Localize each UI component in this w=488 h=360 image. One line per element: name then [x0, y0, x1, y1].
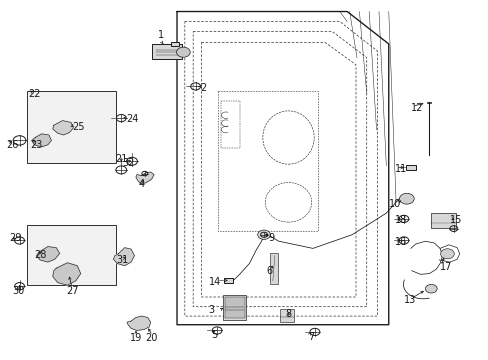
Text: 21: 21 [115, 154, 127, 164]
Polygon shape [53, 263, 81, 285]
Polygon shape [53, 121, 73, 135]
Text: 30: 30 [12, 286, 25, 296]
Text: 18: 18 [394, 215, 407, 225]
Bar [224, 297, 244, 318]
Text: 5: 5 [211, 330, 217, 340]
Text: 8: 8 [285, 309, 291, 319]
Bar [279, 309, 294, 322]
Polygon shape [136, 172, 154, 184]
Bar [223, 295, 246, 320]
Text: 28: 28 [34, 250, 46, 260]
Polygon shape [127, 316, 150, 330]
Text: 19: 19 [129, 333, 142, 343]
Text: 12: 12 [410, 103, 422, 113]
Bar [152, 44, 182, 59]
Bar [269, 253, 277, 284]
Text: 16: 16 [394, 237, 407, 247]
Text: 25: 25 [72, 122, 85, 132]
Text: 32: 32 [122, 158, 134, 168]
Text: 7: 7 [307, 332, 314, 342]
Text: 31: 31 [116, 255, 128, 265]
Text: 27: 27 [66, 286, 79, 296]
Text: 3: 3 [207, 305, 214, 315]
Bar [224, 278, 233, 283]
Bar [405, 165, 415, 170]
Text: 10: 10 [388, 199, 401, 210]
Text: 9: 9 [267, 233, 274, 243]
Text: 24: 24 [126, 114, 138, 124]
Polygon shape [32, 134, 51, 147]
Text: 6: 6 [265, 266, 271, 276]
Text: 22: 22 [28, 89, 41, 99]
Polygon shape [113, 248, 134, 266]
Text: 4: 4 [139, 179, 144, 189]
Bar [27, 91, 116, 163]
Circle shape [257, 230, 270, 239]
Text: 13: 13 [403, 294, 415, 305]
Text: 14: 14 [208, 276, 221, 287]
Bar [27, 225, 116, 285]
Circle shape [425, 284, 436, 293]
Text: 17: 17 [439, 262, 451, 272]
Text: 26: 26 [6, 140, 18, 150]
Text: 29: 29 [9, 233, 21, 243]
Polygon shape [37, 247, 60, 262]
Bar [430, 213, 455, 228]
Text: 15: 15 [449, 215, 461, 225]
Text: 11: 11 [394, 164, 407, 174]
Bar [170, 42, 179, 46]
Circle shape [176, 47, 190, 57]
Text: 2: 2 [200, 83, 206, 93]
Text: 20: 20 [145, 333, 158, 343]
Circle shape [440, 249, 453, 259]
Circle shape [399, 193, 413, 204]
Text: 1: 1 [158, 30, 164, 40]
Text: 23: 23 [30, 140, 42, 150]
